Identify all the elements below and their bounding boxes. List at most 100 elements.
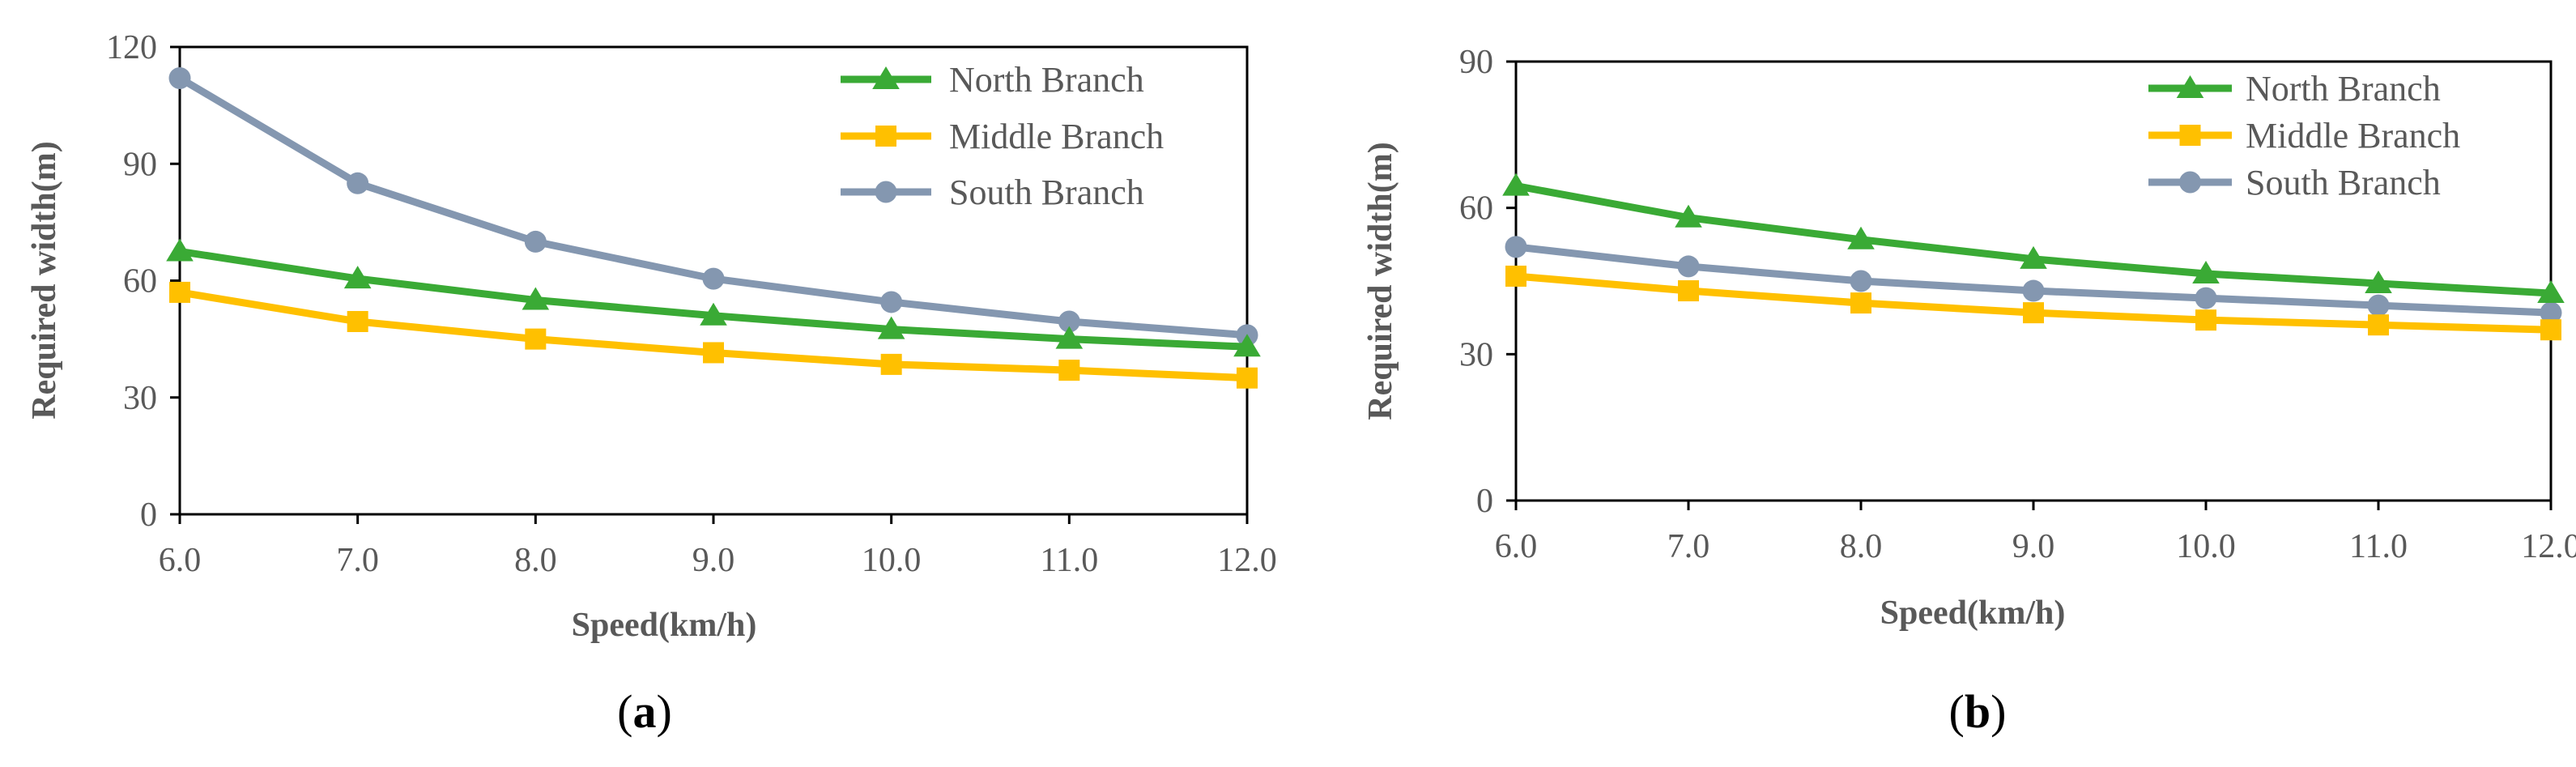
data-point [524, 230, 547, 253]
y-tick-label: 30 [123, 380, 157, 417]
series-middle-branch [169, 281, 1258, 389]
data-point [2192, 260, 2220, 283]
y-axis-title: Required width(m) [1362, 142, 1399, 420]
panel-caption: (b) [1949, 685, 2007, 738]
data-point [1847, 226, 1875, 249]
data-point [166, 238, 194, 262]
legend-label: South Branch [2246, 163, 2441, 202]
data-point [2540, 319, 2561, 341]
data-point [2365, 271, 2392, 294]
data-point [2022, 279, 2045, 302]
caption-paren-open: ( [617, 685, 632, 738]
x-tick-label: 10.0 [2176, 528, 2236, 565]
data-point [1058, 360, 1080, 381]
series-middle-branch [1505, 265, 2561, 341]
y-axis-title: Required width(m) [26, 141, 63, 419]
data-point [703, 342, 724, 364]
data-point [343, 266, 372, 289]
data-point [2540, 301, 2562, 324]
legend-label: Middle Branch [2246, 116, 2460, 156]
data-point [1055, 326, 1084, 349]
data-point [2367, 294, 2390, 317]
series-north-branch [166, 238, 1261, 357]
data-point [169, 281, 190, 303]
data-point [1237, 367, 1258, 389]
legend-item: North Branch [841, 60, 1144, 100]
legend-label: North Branch [2246, 69, 2441, 109]
x-tick-label: 7.0 [1667, 528, 1710, 565]
data-point [702, 267, 725, 290]
data-point [2537, 280, 2565, 304]
x-axis-title: Speed(km/h) [1880, 594, 2066, 632]
caption-paren-close: ) [1991, 685, 2006, 738]
data-point [347, 310, 368, 332]
data-point [525, 328, 547, 350]
data-point [1233, 334, 1261, 357]
data-point [1850, 292, 1871, 314]
x-tick-label: 7.0 [336, 542, 379, 579]
legend-item: North Branch [2148, 69, 2441, 109]
legend-swatch-marker [875, 181, 897, 203]
y-tick-label: 0 [1476, 483, 1493, 520]
x-tick-label: 6.0 [1495, 528, 1538, 565]
data-point [2195, 309, 2216, 331]
legend-label: North Branch [949, 60, 1144, 100]
data-point [522, 287, 550, 310]
data-point [1505, 236, 1527, 258]
x-tick-label: 11.0 [2349, 528, 2408, 565]
x-tick-label: 8.0 [514, 542, 557, 579]
data-point [1678, 280, 1699, 302]
y-tick-label: 120 [106, 29, 157, 66]
legend-swatch-marker [872, 66, 900, 89]
data-point [2195, 287, 2217, 309]
series-south-branch [1505, 236, 2562, 324]
caption-paren-open: ( [1949, 685, 1965, 738]
data-point [2368, 314, 2389, 336]
caption-letter: a [633, 685, 657, 738]
data-point [347, 172, 369, 194]
data-point [877, 316, 905, 339]
legend-swatch-marker [875, 126, 896, 147]
caption-letter: b [1965, 685, 1991, 738]
legend-item: South Branch [2148, 163, 2441, 202]
data-point [1505, 265, 1526, 287]
x-tick-label: 6.0 [159, 542, 202, 579]
data-point [880, 291, 903, 313]
data-point [1675, 204, 1702, 228]
data-point [1677, 255, 1700, 278]
data-point [168, 66, 191, 89]
data-point [880, 353, 902, 375]
x-tick-label: 8.0 [1840, 528, 1883, 565]
x-tick-label: 9.0 [2012, 528, 2055, 565]
data-point [2023, 302, 2044, 324]
panel-caption: (a) [617, 685, 672, 738]
legend-item: Middle Branch [841, 117, 1164, 156]
chart-b: 0 30 60 90 6.0 7.0 8.0 9.0 10.0 11.0 12.0 Speed(km/… [1362, 44, 2576, 738]
legend-swatch-marker [2176, 75, 2204, 98]
legend-label: South Branch [949, 173, 1144, 212]
data-point [1058, 310, 1080, 333]
legend-item: South Branch [841, 173, 1144, 212]
y-tick-label: 90 [1459, 44, 1493, 81]
legend-swatch-marker [2179, 125, 2201, 146]
x-tick-label: 11.0 [1040, 542, 1098, 579]
data-point [2020, 245, 2047, 269]
y-tick-label: 60 [1459, 190, 1493, 228]
x-tick-label: 9.0 [692, 542, 735, 579]
x-tick-label: 12.0 [1217, 542, 1277, 579]
legend: North Branch Middle Branch South Branch [2148, 69, 2460, 202]
chart-a: 0 30 60 90 120 6.0 7.0 8.0 9.0 10.0 11.0 12.0 Speed(… [26, 29, 1277, 738]
data-point [1850, 270, 1872, 292]
caption-paren-close: ) [657, 685, 672, 738]
series-north-branch [1502, 173, 2565, 304]
x-tick-label: 10.0 [862, 542, 922, 579]
legend-label: Middle Branch [949, 117, 1164, 156]
y-tick-label: 60 [123, 263, 157, 300]
x-tick-label: 12.0 [2521, 528, 2576, 565]
y-tick-label: 30 [1459, 336, 1493, 373]
y-tick-label: 90 [123, 146, 157, 183]
data-point [700, 302, 727, 326]
legend-swatch-marker [2179, 171, 2201, 194]
x-axis-title: Speed(km/h) [572, 607, 757, 644]
